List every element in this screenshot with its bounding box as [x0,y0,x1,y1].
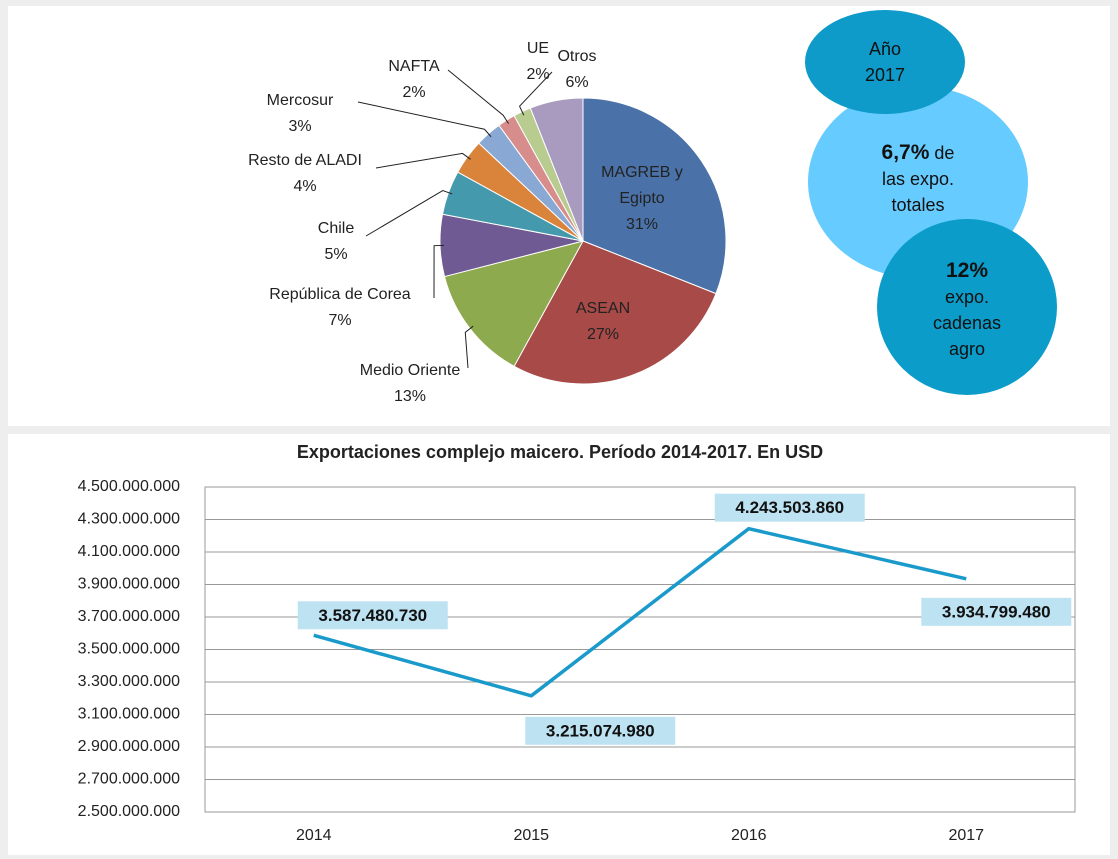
text: totales [891,195,945,215]
value-label: 7% [328,312,352,329]
share-agro: 12% [945,259,989,282]
value-label-box [297,601,448,630]
y-tick-label: 2.700.000.000 [78,771,180,788]
y-tick-label: 4.300.000.000 [78,511,180,528]
share-total: 6,7% [881,141,930,164]
x-tick-label: 2016 [731,827,767,844]
text: las expo. [881,169,955,189]
value-label: 5% [324,246,348,263]
text: de [934,143,955,163]
bottom-panel [8,434,1110,855]
slice-label: Chile 5% [286,216,386,268]
leader-line [464,325,474,369]
value-label: 2% [402,84,426,101]
value-label: 3.934.799.480 [942,602,1051,621]
category-label: NAFTA [388,58,440,75]
year-label: Año [868,39,902,59]
value-label: 13% [393,388,427,405]
category-label: República de Corea [269,286,411,303]
slice-label: Medio Oriente 13% [330,358,490,410]
category-label: ASEAN [575,300,631,317]
year: 2017 [864,65,906,85]
value-label: 3% [288,118,312,135]
slice-label: Mercosur 3% [240,88,360,140]
value-label: 31% [625,216,659,233]
slice-label: MAGREB y Egipto 31% [587,160,697,238]
pie-slice [513,240,717,385]
y-tick-label: 3.700.000.000 [78,608,180,625]
y-tick-label: 3.500.000.000 [78,641,180,658]
leader-line [433,244,445,299]
line [313,526,967,698]
y-tick-label: 3.900.000.000 [78,576,180,593]
slice-label: Resto de ALADI 4% [230,148,380,200]
category-label: MAGREB y Egipto [601,164,683,207]
text: expo. [944,287,990,307]
pie-slice [582,97,727,295]
category-label: Resto de ALADI [248,152,362,169]
slice-label: NAFTA 2% [374,54,454,106]
y-tick-label: 3.300.000.000 [78,673,180,690]
value-label: 2% [526,66,550,83]
text: agro [948,339,986,359]
value-label: 4% [293,178,317,195]
category-label: Medio Oriente [359,362,461,379]
leader-line [518,71,553,116]
bubble-agro-text: 12% expo. cadenas agro [907,258,1027,362]
y-tick-label: 2.900.000.000 [78,738,180,755]
value-label-box [921,597,1072,626]
leader-line [357,101,492,138]
value-label: 3.215.074.980 [546,721,655,740]
bubble-agro [877,219,1057,395]
text: cadenas [932,313,1002,333]
leader-line [375,152,471,169]
slice-label: República de Corea 7% [240,282,440,334]
y-tick-label: 3.100.000.000 [78,706,180,723]
value-label: 4.243.503.860 [735,498,844,517]
slice-label: ASEAN 27% [553,296,653,348]
slice-label: Otros 6% [547,44,607,96]
leader-line [447,69,509,124]
slice-label: UE 2% [513,36,563,88]
category-label: Mercosur [266,92,334,109]
x-tick-label: 2017 [948,827,984,844]
category-label: Chile [317,220,355,237]
value-label: 27% [586,326,620,343]
bubble-year-text: Año 2017 [835,36,935,88]
y-tick-label: 4.100.000.000 [78,543,180,560]
line: 6,7% de [848,140,988,166]
x-tick-label: 2015 [513,827,549,844]
y-tick-label: 2.500.000.000 [78,803,180,820]
value-label-box [525,716,676,745]
pie-slice [529,97,584,242]
plot-frame [204,486,1076,813]
value-label-box [714,493,865,522]
x-tick-label: 2014 [296,827,332,844]
category-label: UE [526,40,550,57]
chart-title: Exportaciones complejo maicero. Período … [297,442,823,462]
value-label: 3.587.480.730 [318,606,427,625]
bubble-year [805,10,965,114]
category-label: Otros [557,48,597,65]
leader-line [365,189,453,237]
y-tick-label: 4.500.000.000 [78,478,180,495]
value-label: 6% [565,74,589,91]
bubble-total-text: 6,7% de las expo. totales [848,140,988,218]
